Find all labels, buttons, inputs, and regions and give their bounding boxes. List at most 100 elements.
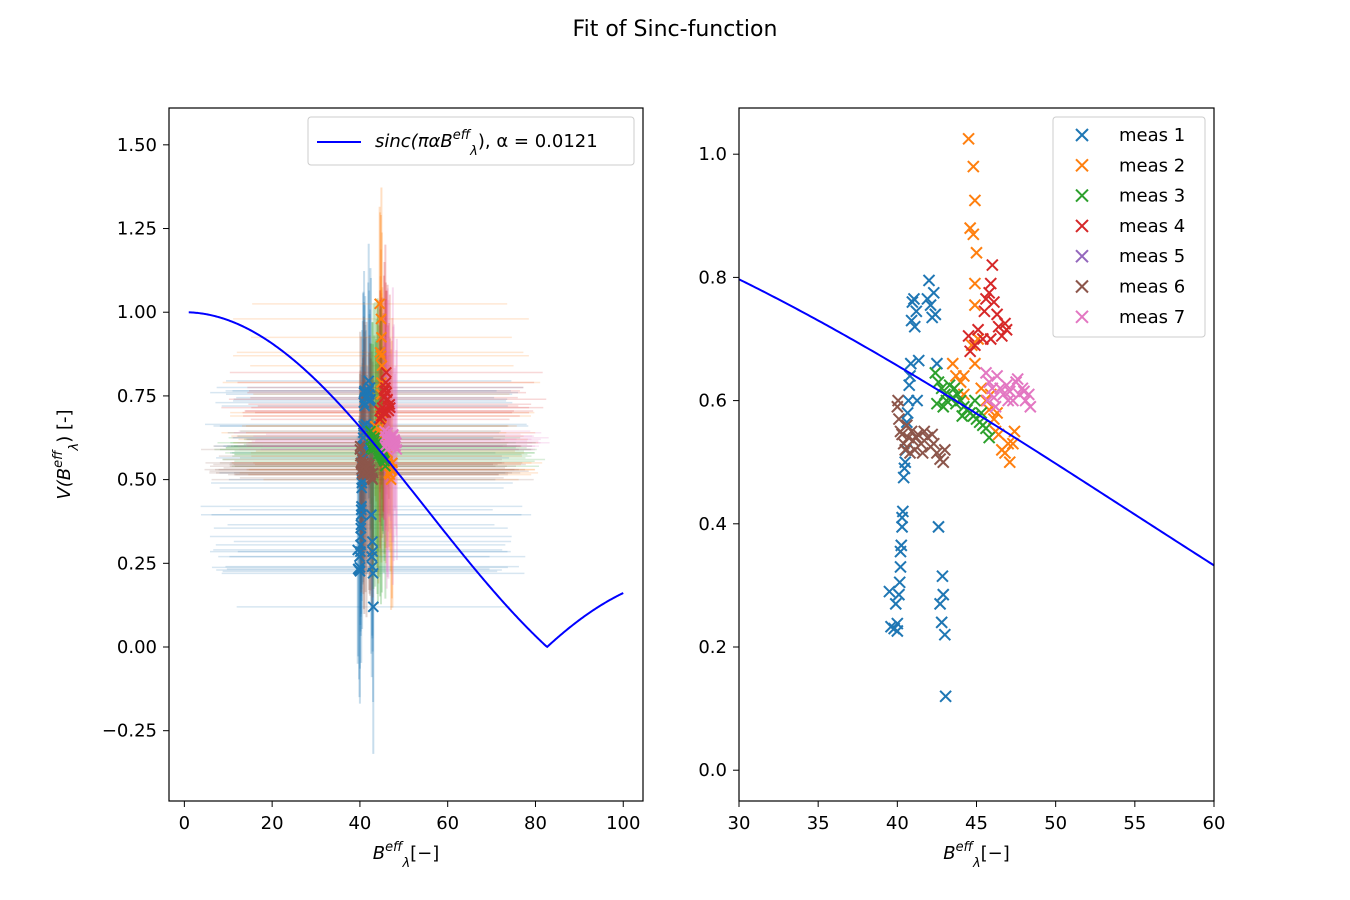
left-ylabel-pre: V(B <box>54 468 75 500</box>
legend-label-tail: ), α = 0.0121 <box>478 131 598 152</box>
right-data-point <box>916 446 929 460</box>
legend-series-label: meas 4 <box>1119 216 1185 237</box>
left-x-tick-label: 100 <box>606 813 640 834</box>
right-data-point <box>962 329 975 343</box>
right-data-point <box>889 597 902 611</box>
right-data-point <box>935 382 948 395</box>
right-y-tick-label: 1.0 <box>698 144 727 165</box>
left-data-point <box>367 567 379 580</box>
left-data-point <box>367 601 380 613</box>
left-data-point <box>380 406 392 419</box>
right-scatter-points <box>883 132 1037 703</box>
left-x-ticks: 0 20 40 60 80 100 <box>179 801 640 834</box>
right-data-point <box>1024 400 1037 413</box>
right-data-point <box>901 406 914 420</box>
left-data-point <box>376 360 388 372</box>
legend-marker-icon <box>1075 310 1089 324</box>
left-x-tick-label: 0 <box>179 813 190 834</box>
left-data-point <box>375 350 387 362</box>
left-data-point <box>355 522 367 534</box>
right-data-point <box>967 160 980 173</box>
right-data-point <box>975 382 988 395</box>
right-data-point <box>1000 323 1013 336</box>
left-data-point <box>355 504 367 516</box>
left-y-tick-label: 1.25 <box>117 219 157 240</box>
left-x-tick-label: 60 <box>436 813 459 834</box>
right-data-point <box>968 394 982 407</box>
figure-title: Fit of Sinc-function <box>573 17 778 42</box>
right-data-point <box>962 132 975 146</box>
right-chart-panel: 30 35 40 45 50 55 60 0.0 0.2 0.4 0.6 0.8 1.0 Beffλ[… <box>698 107 1225 871</box>
right-data-point <box>912 354 925 367</box>
left-xlabel-tail: [−] <box>410 843 439 864</box>
right-data-point <box>990 369 1004 383</box>
right-data-point <box>1001 394 1015 407</box>
left-x-tick-label: 40 <box>348 813 371 834</box>
left-data-point <box>355 530 367 543</box>
left-data-point <box>380 376 392 389</box>
right-data-point <box>929 308 942 321</box>
right-data-point <box>937 588 950 601</box>
right-data-point <box>937 400 950 413</box>
left-x-tick-label: 80 <box>524 813 547 834</box>
right-data-point <box>936 569 949 583</box>
right-data-point <box>893 576 906 589</box>
right-data-point <box>896 505 910 518</box>
right-data-point <box>987 295 1001 309</box>
right-data-point <box>981 394 994 407</box>
right-data-point <box>935 616 948 629</box>
left-xlabel-main: B <box>373 843 385 864</box>
left-data-point <box>366 535 379 548</box>
right-data-point <box>963 221 977 235</box>
left-data-point <box>355 500 368 513</box>
right-data-point <box>933 597 947 611</box>
right-y-tick-label: 0.4 <box>698 514 727 535</box>
right-data-point <box>989 400 1002 413</box>
left-sinc-fit-line <box>188 311 624 649</box>
left-y-tick-label: 1.50 <box>117 135 157 156</box>
right-data-point <box>905 314 918 327</box>
right-data-point <box>994 382 1007 395</box>
right-data-point <box>891 624 904 638</box>
right-data-point <box>982 431 996 444</box>
left-x-tick-label: 20 <box>261 813 284 834</box>
right-data-point <box>957 369 971 383</box>
left-ylabel-sup: eff <box>51 449 66 468</box>
right-data-point <box>978 305 991 318</box>
left-data-point <box>354 440 366 452</box>
left-data-point <box>387 428 399 441</box>
right-data-point <box>1006 437 1020 450</box>
right-data-point <box>975 406 988 420</box>
left-data-point <box>354 565 366 578</box>
right-data-point <box>968 357 982 370</box>
right-data-point <box>984 332 997 346</box>
legend-label-main: sinc(παB <box>375 131 453 152</box>
left-data-point <box>355 509 367 521</box>
legend-label-sup: eff <box>453 128 472 143</box>
right-data-point <box>899 455 912 469</box>
right-xlabel-tail: [−] <box>981 843 1010 864</box>
right-data-point <box>946 357 959 370</box>
right-x-tick-label: 30 <box>728 813 751 834</box>
legend-series-label: meas 3 <box>1119 186 1185 207</box>
right-x-ticks: 30 35 40 45 50 55 60 <box>728 801 1225 834</box>
right-data-point <box>986 258 999 272</box>
left-data-point <box>364 393 377 405</box>
right-data-point <box>968 298 982 312</box>
right-data-point <box>938 443 952 457</box>
right-data-point <box>956 409 969 423</box>
left-legend: sinc(παBeffλ), α = 0.0121 <box>307 116 635 166</box>
left-data-point <box>364 381 376 394</box>
left-x-axis-label: Beffλ[−] <box>373 840 440 871</box>
left-ylabel-sub: λ <box>67 443 82 452</box>
left-data-point <box>380 366 392 379</box>
right-data-point <box>954 394 967 407</box>
right-data-point <box>967 228 980 241</box>
left-xlabel-sup: eff <box>385 840 404 855</box>
right-data-point <box>895 520 909 534</box>
right-y-tick-label: 0.6 <box>698 391 727 412</box>
left-y-tick-label: 0.00 <box>117 637 157 658</box>
right-data-point <box>963 345 977 358</box>
legend-marker-icon <box>1075 249 1089 263</box>
